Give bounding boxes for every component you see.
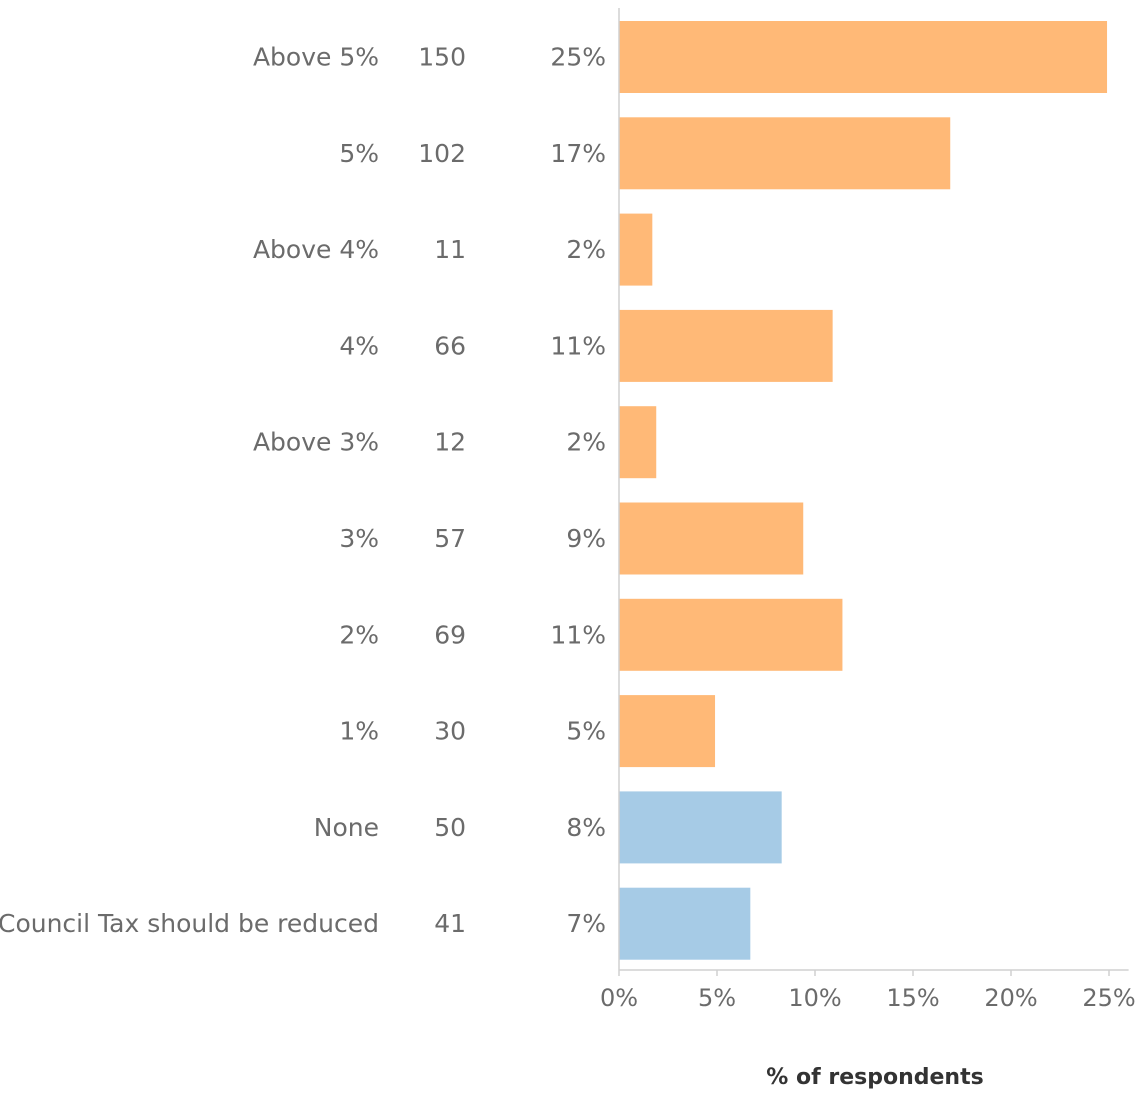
category-label: Above 3%	[253, 428, 379, 457]
x-tick-label: 25%	[1082, 984, 1135, 1012]
count-label: 66	[434, 331, 466, 360]
count-label: 11	[434, 235, 466, 264]
count-label: 102	[418, 139, 466, 168]
category-label: 2%	[339, 620, 379, 649]
percent-label: 25%	[550, 43, 606, 72]
category-label: 1%	[339, 717, 379, 746]
category-label: Council Tax should be reduced	[0, 909, 379, 938]
x-tick-label: 15%	[886, 984, 939, 1012]
bar	[619, 598, 843, 671]
count-label: 150	[418, 43, 466, 72]
bar	[619, 791, 782, 864]
bar	[619, 406, 657, 479]
x-tick-label: 10%	[788, 984, 841, 1012]
x-tick-label: 5%	[698, 984, 736, 1012]
bar	[619, 695, 716, 768]
percent-label: 7%	[566, 909, 606, 938]
bar	[619, 21, 1108, 93]
percent-label: 5%	[566, 717, 606, 746]
percent-label: 2%	[566, 428, 606, 457]
count-label: 57	[434, 524, 466, 553]
category-label: 5%	[339, 139, 379, 168]
bar	[619, 117, 951, 190]
category-label: 4%	[339, 331, 379, 360]
bar	[619, 213, 653, 286]
bar	[619, 887, 751, 960]
percent-label: 17%	[550, 139, 606, 168]
count-label: 69	[434, 620, 466, 649]
percent-label: 9%	[566, 524, 606, 553]
x-tick-label: 0%	[600, 984, 638, 1012]
category-label: 3%	[339, 524, 379, 553]
bar	[619, 502, 804, 575]
percent-label: 11%	[550, 620, 606, 649]
percent-label: 11%	[550, 331, 606, 360]
category-label: Above 5%	[253, 43, 379, 72]
category-label: Above 4%	[253, 235, 379, 264]
x-axis-title: % of respondents	[766, 1065, 983, 1090]
count-label: 50	[434, 813, 466, 842]
percent-label: 2%	[566, 235, 606, 264]
bar	[619, 309, 833, 382]
count-label: 41	[434, 909, 466, 938]
x-tick-label: 20%	[984, 984, 1037, 1012]
category-label: None	[314, 813, 379, 842]
percent-label: 8%	[566, 813, 606, 842]
count-label: 12	[434, 428, 466, 457]
count-label: 30	[434, 717, 466, 746]
